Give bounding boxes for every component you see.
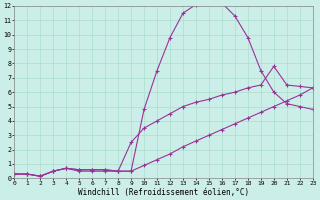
X-axis label: Windchill (Refroidissement éolien,°C): Windchill (Refroidissement éolien,°C)	[78, 188, 249, 197]
